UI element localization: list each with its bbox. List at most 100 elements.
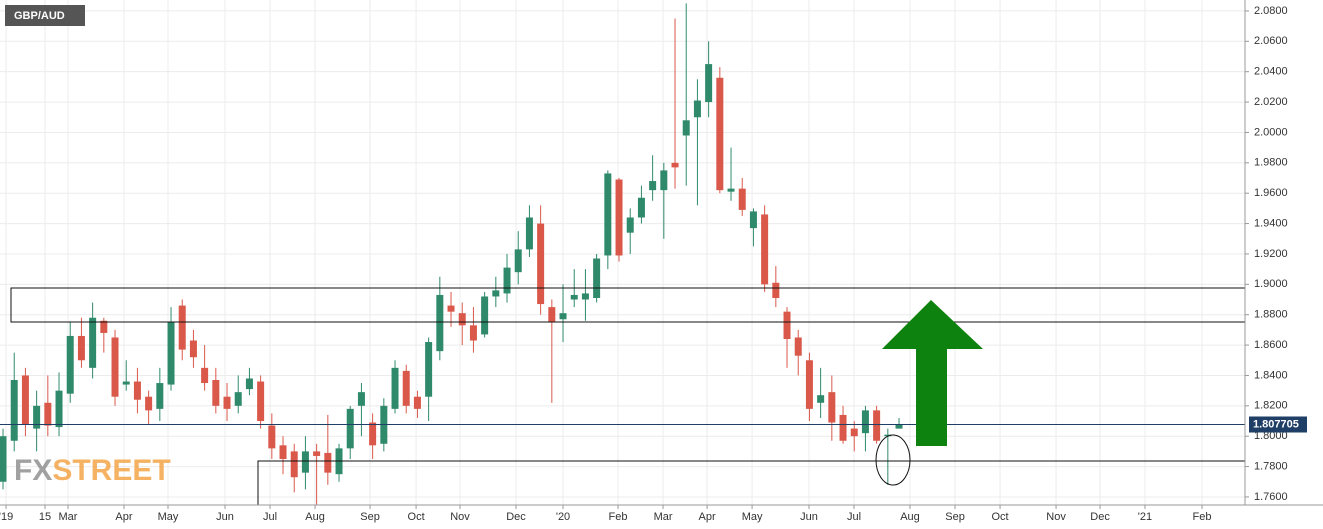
candle-body: [167, 322, 175, 385]
watermark-street: STREET: [52, 454, 170, 487]
x-tick-label: Feb: [609, 511, 628, 523]
watermark-fx: FX: [14, 454, 52, 487]
x-tick-label: Apr: [115, 511, 132, 523]
candle-body: [884, 434, 892, 437]
x-tick-label: Sep: [360, 511, 380, 523]
candle-body: [626, 217, 634, 233]
candle-body: [66, 335, 74, 394]
candle-body: [436, 294, 444, 352]
candle-body: [615, 179, 623, 256]
y-tick-label: 1.9200: [1254, 248, 1288, 260]
candle-body: [279, 445, 287, 459]
y-tick-label: 2.0400: [1254, 66, 1288, 78]
candle-body: [861, 410, 869, 434]
candle-body: [828, 392, 836, 423]
candle-body: [301, 451, 309, 473]
candle-body: [145, 396, 153, 411]
y-tick-label: 1.9000: [1254, 278, 1288, 290]
x-tick-label: Nov: [450, 511, 470, 523]
candle-body: [660, 170, 668, 191]
x-tick-label: Nov: [1046, 511, 1066, 523]
candle-body: [369, 422, 377, 446]
candle-body: [413, 396, 421, 409]
candle-body: [794, 337, 802, 356]
x-tick-label: May: [742, 511, 763, 523]
candle-body: [537, 223, 545, 305]
highlight-ellipse: [875, 434, 911, 486]
candle-body: [189, 340, 197, 358]
x-tick-label: Mar: [654, 511, 673, 523]
candle-body: [257, 381, 265, 422]
candle-body: [357, 392, 365, 406]
candle-body: [201, 367, 209, 384]
y-tick-label: 1.9400: [1254, 217, 1288, 229]
candle-body: [559, 313, 567, 320]
current-price-tag: [1249, 416, 1307, 433]
candle-body: [604, 173, 612, 256]
candle-body: [122, 381, 130, 385]
y-tick-label: 1.8000: [1254, 430, 1288, 442]
candle-body: [514, 249, 522, 273]
candle-body: [705, 64, 713, 103]
candle-body: [156, 383, 164, 409]
candle-body: [772, 282, 780, 298]
x-tick-label: Dec: [506, 511, 526, 523]
candle-body: [873, 410, 881, 441]
x-tick-label: Jun: [800, 511, 818, 523]
candle-body: [749, 211, 757, 229]
up-arrow: [882, 300, 983, 446]
candle-body: [89, 317, 97, 368]
x-tick-label: 15: [39, 511, 51, 523]
candle-body: [805, 360, 813, 409]
candle-body: [716, 77, 724, 191]
chart-title: GBP/AUD: [14, 10, 65, 22]
x-tick-label: Jul: [847, 511, 861, 523]
y-tick-label: 2.0000: [1254, 126, 1288, 138]
candle-body: [178, 305, 186, 350]
y-tick-label: 2.0800: [1254, 5, 1288, 17]
candle-body: [839, 414, 847, 441]
candle-body: [738, 188, 746, 210]
candle-body: [346, 408, 354, 449]
candle-body: [10, 380, 18, 441]
candle-body: [817, 395, 825, 403]
candle-body: [850, 428, 858, 437]
candle-body: [525, 217, 533, 250]
candle-body: [671, 162, 679, 168]
x-tick-label: Jun: [216, 511, 234, 523]
candle-body: [290, 451, 298, 478]
x-tick-label: Apr: [698, 511, 715, 523]
y-tick-label: 1.8800: [1254, 309, 1288, 321]
candle-body: [492, 290, 500, 297]
candle-body: [223, 396, 231, 409]
candle-body: [727, 188, 735, 192]
candle-body: [637, 197, 645, 218]
axes: 1.7600 1.7800 1.8000 1.8200 1.8400 1.8600 1.88…: [0, 5, 1307, 523]
candle-body: [245, 378, 253, 390]
candle-body: [481, 296, 489, 335]
x-tick-label: May: [158, 511, 179, 523]
candle-body: [503, 267, 511, 294]
x-tick-label: Dec: [1090, 511, 1110, 523]
x-tick-label: Oct: [408, 511, 425, 523]
candle-body: [44, 402, 52, 426]
candle-body: [682, 120, 690, 136]
candle-body: [21, 375, 29, 425]
candle-body: [391, 367, 399, 409]
x-tick-label: Sep: [945, 511, 965, 523]
y-tick-label: 1.7800: [1254, 460, 1288, 472]
candle-body: [77, 335, 85, 361]
candle-body: [649, 181, 657, 191]
candle-body: [783, 311, 791, 339]
watermark: FXSTREET: [14, 454, 171, 487]
candle-body: [593, 258, 601, 298]
candle-body: [458, 313, 466, 326]
y-tick-label: 1.9600: [1254, 187, 1288, 199]
support-line: [257, 460, 1245, 505]
candle-body: [111, 337, 119, 397]
candle-body: [693, 100, 701, 118]
x-tick-label: Feb: [1193, 511, 1212, 523]
